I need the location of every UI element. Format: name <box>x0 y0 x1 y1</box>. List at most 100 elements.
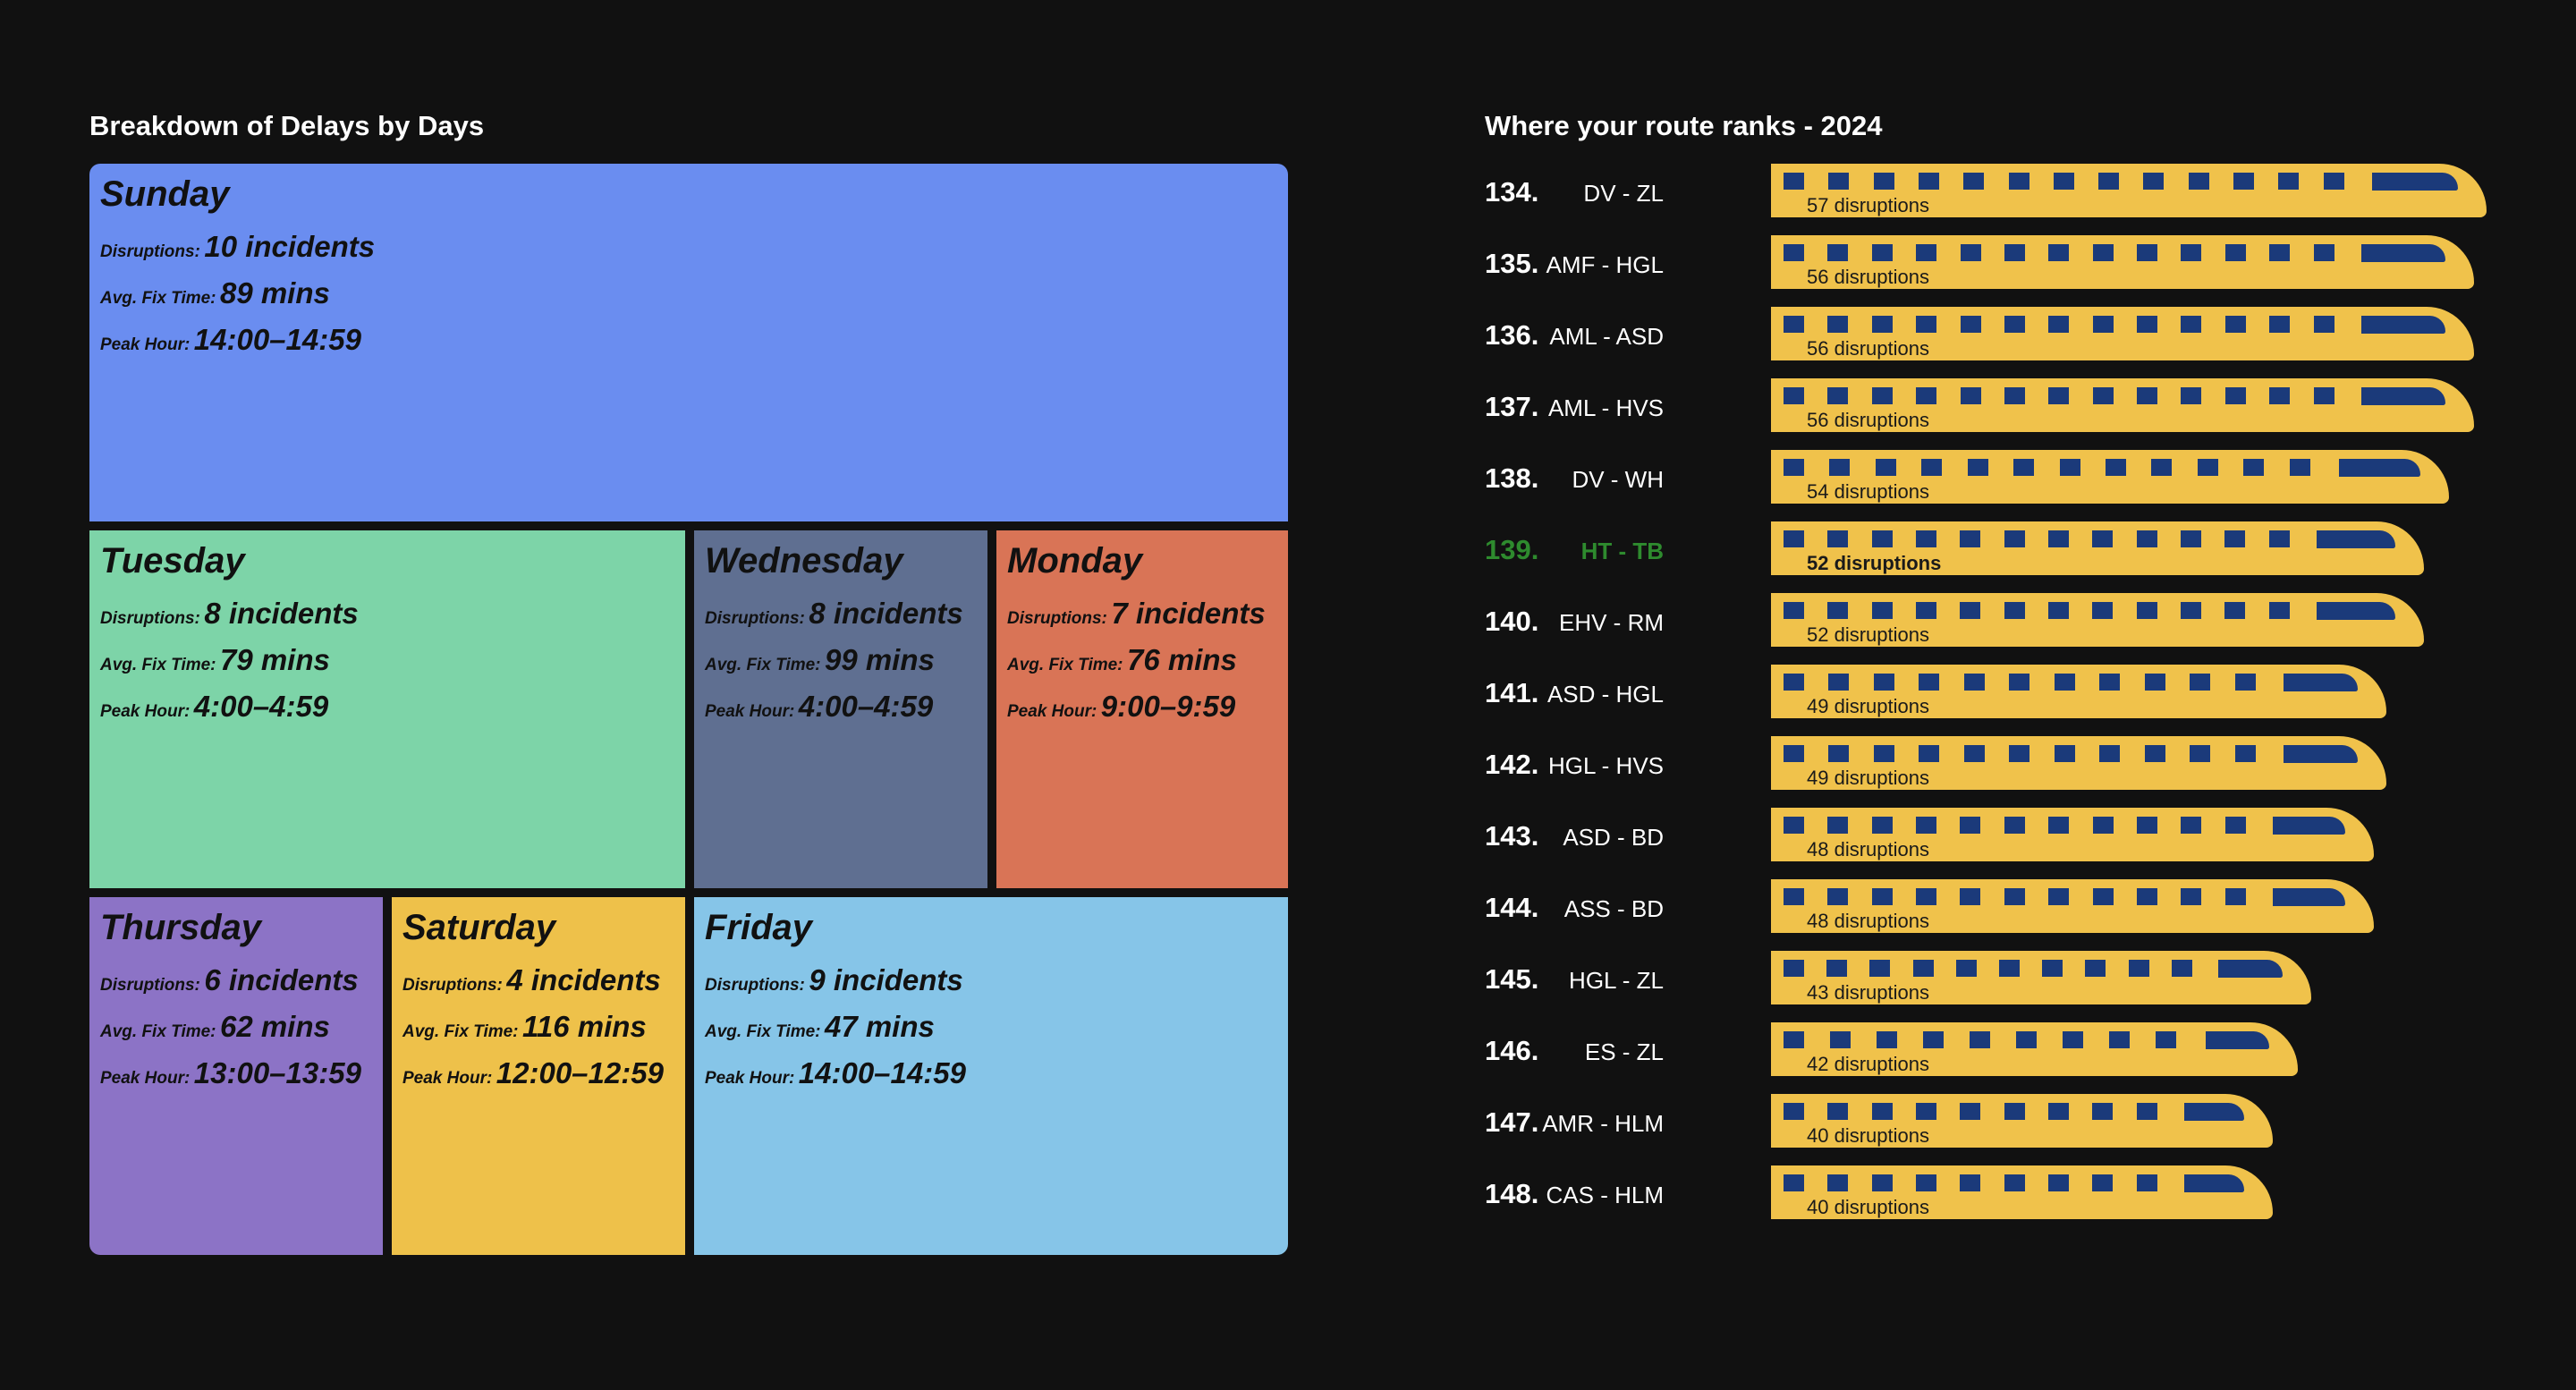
train-window <box>1872 1174 1893 1191</box>
train-bar: 56 disruptions <box>1771 378 2474 432</box>
train-window <box>2092 530 2113 547</box>
fix-time-value: 79 mins <box>219 643 330 676</box>
fix-time-row: Avg. Fix Time: 47 mins <box>705 1010 1277 1044</box>
train-cab-window <box>2284 745 2358 763</box>
train-window <box>2145 745 2165 762</box>
train-window <box>2042 960 2063 977</box>
train-window <box>1827 1174 1848 1191</box>
train-window <box>2048 316 2069 333</box>
disruption-count-label: 54 disruptions <box>1807 480 1929 503</box>
train-bar: 49 disruptions <box>1771 665 2386 718</box>
disruptions-label: Disruptions: <box>100 609 200 628</box>
route-name: ES - ZL <box>1584 1038 1664 1065</box>
tile-wednesday: Wednesday Disruptions: 8 incidents Avg. Fi… <box>694 530 987 888</box>
peak-hour-label: Peak Hour: <box>402 1069 493 1088</box>
peak-hour-row: Peak Hour: 12:00–12:59 <box>402 1056 674 1090</box>
train-window <box>2143 173 2164 190</box>
fix-time-row: Avg. Fix Time: 76 mins <box>1007 643 1277 677</box>
route-name: AML - HVS <box>1547 394 1664 421</box>
train-window <box>1872 602 1893 619</box>
fix-time-label: Avg. Fix Time: <box>1007 656 1123 674</box>
train-window <box>1919 745 1939 762</box>
disruptions-value: 8 incidents <box>809 597 963 630</box>
train-window <box>2004 387 2025 404</box>
train-window <box>2013 459 2034 476</box>
disruptions-label: Disruptions: <box>705 609 805 628</box>
train-window <box>1827 602 1848 619</box>
disruptions-row: Disruptions: 6 incidents <box>100 963 372 997</box>
train-window <box>1874 674 1894 691</box>
disruptions-label: Disruptions: <box>100 242 200 261</box>
train-window <box>2172 960 2192 977</box>
train-window <box>1872 244 1893 261</box>
train-bar: 40 disruptions <box>1771 1165 2273 1219</box>
rank-number: 142. <box>1485 749 1539 780</box>
train-window <box>1869 960 1890 977</box>
train-window <box>2004 530 2025 547</box>
disruption-count-label: 48 disruptions <box>1807 910 1929 932</box>
tile-tuesday: Tuesday Disruptions: 8 incidents Avg. Fix … <box>89 530 685 888</box>
train-window <box>1916 387 1936 404</box>
disruptions-row: Disruptions: 4 incidents <box>402 963 674 997</box>
route-name: HGL - HVS <box>1547 752 1664 779</box>
disruptions-value: 7 incidents <box>1111 597 1266 630</box>
train-window <box>1830 1031 1851 1048</box>
train-window <box>2004 1174 2025 1191</box>
train-window <box>2269 602 2290 619</box>
train-window <box>2060 459 2080 476</box>
train-window <box>1784 1174 1804 1191</box>
route-name: HT - TB <box>1580 538 1664 564</box>
rank-number: 134. <box>1485 176 1539 208</box>
peak-hour-row: Peak Hour: 13:00–13:59 <box>100 1056 372 1090</box>
train-window <box>2181 244 2201 261</box>
disruption-count-label: 43 disruptions <box>1807 981 1929 1004</box>
train-window <box>1916 530 1936 547</box>
train-window <box>2156 1031 2176 1048</box>
route-name: ASD - BD <box>1563 824 1664 851</box>
fix-time-label: Avg. Fix Time: <box>100 656 216 674</box>
train-window <box>2190 745 2210 762</box>
train-window <box>1960 1103 1980 1120</box>
train-window <box>2063 1031 2083 1048</box>
ranks-title: Where your route ranks - 2024 <box>1485 110 1883 141</box>
tile-day-label: Monday <box>1007 541 1143 581</box>
train-window <box>1872 817 1893 834</box>
train-window <box>1919 173 1939 190</box>
disruption-count-label: 49 disruptions <box>1807 695 1929 717</box>
train-window <box>2109 1031 2130 1048</box>
train-window <box>1784 1103 1804 1120</box>
train-window <box>2290 459 2310 476</box>
train-window <box>2314 244 2334 261</box>
train-window <box>2093 316 2114 333</box>
train-window <box>1960 530 1980 547</box>
train-window <box>2004 244 2025 261</box>
train-window <box>2085 960 2106 977</box>
fix-time-label: Avg. Fix Time: <box>100 289 216 308</box>
rank-row: 141. ASD - HGL 49 disruptions <box>1485 665 2504 718</box>
train-window <box>1872 1103 1893 1120</box>
train-window <box>1874 745 1894 762</box>
train-window <box>1828 745 1849 762</box>
route-name: AMF - HGL <box>1546 251 1664 278</box>
rank-row: 145. HGL - ZL 43 disruptions <box>1485 951 2504 1004</box>
rank-row: 143. ASD - BD 48 disruptions <box>1485 808 2504 861</box>
train-window <box>2235 745 2256 762</box>
train-window <box>2004 602 2025 619</box>
train-window <box>2099 745 2120 762</box>
train-window <box>1784 387 1804 404</box>
train-window <box>2009 173 2029 190</box>
disruptions-value: 6 incidents <box>204 963 359 996</box>
train-cab-window <box>2273 817 2345 835</box>
train-window <box>1956 960 1977 977</box>
train-window <box>1827 387 1848 404</box>
peak-hour-value: 14:00–14:59 <box>798 1056 966 1089</box>
train-window <box>1960 817 1980 834</box>
train-window <box>2054 173 2074 190</box>
train-window <box>2224 530 2245 547</box>
train-window <box>2009 674 2029 691</box>
rank-number: 143. <box>1485 820 1539 852</box>
disruptions-row: Disruptions: 7 incidents <box>1007 597 1277 631</box>
train-window <box>1872 530 1893 547</box>
fix-time-row: Avg. Fix Time: 89 mins <box>100 276 1277 310</box>
train-window <box>2055 674 2075 691</box>
